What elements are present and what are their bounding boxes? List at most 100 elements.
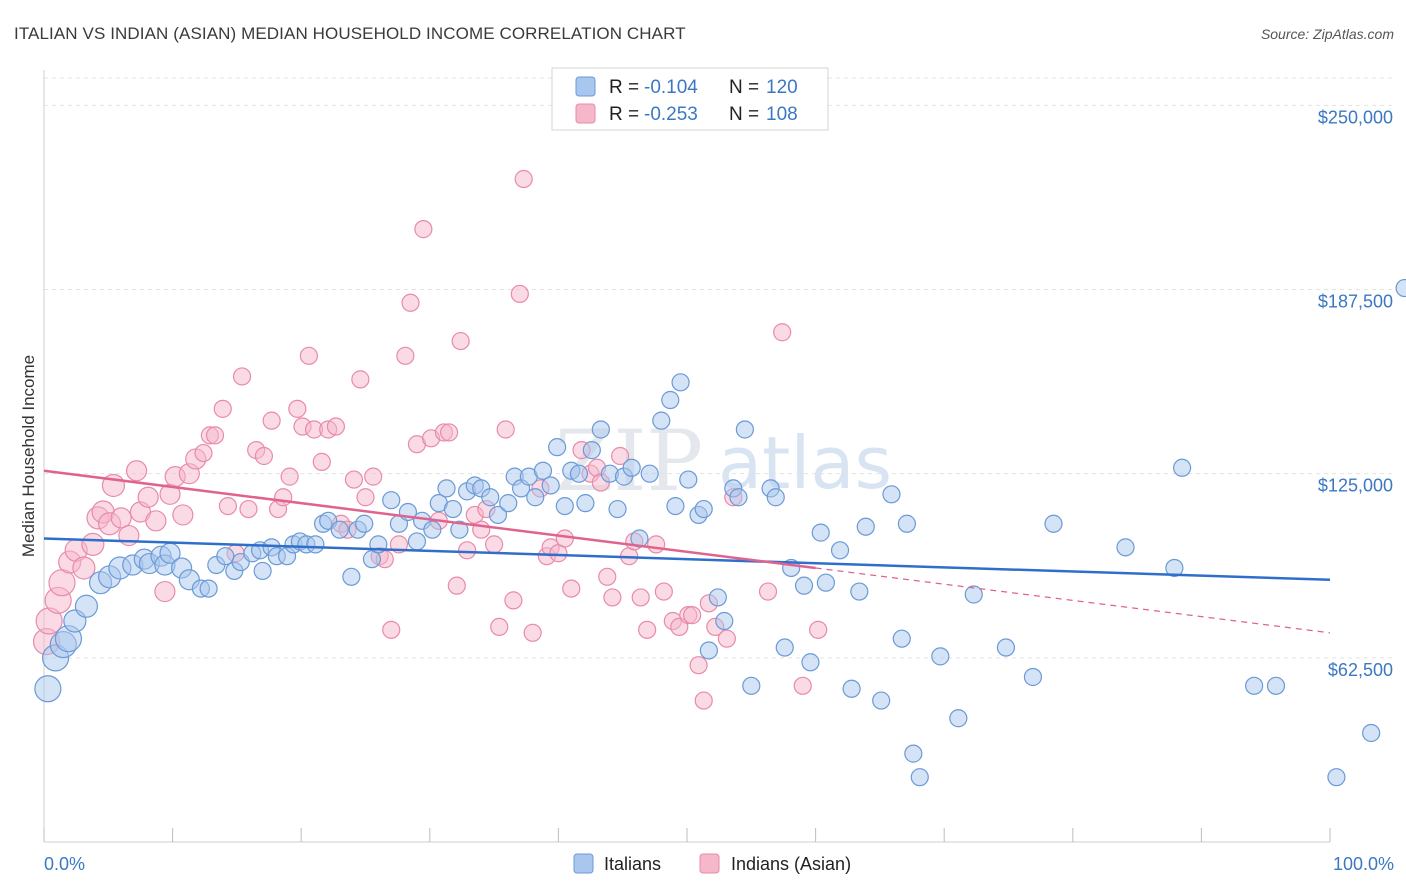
italians-point bbox=[775, 638, 794, 657]
italians-point bbox=[569, 464, 589, 483]
italians-point bbox=[437, 479, 456, 498]
italians-point bbox=[931, 647, 950, 666]
trendlines bbox=[43, 469, 1331, 634]
legend-swatch-italians bbox=[575, 76, 596, 97]
indians-point bbox=[280, 467, 299, 486]
italians-point bbox=[671, 373, 690, 392]
bottom-legend-swatch-indians bbox=[699, 853, 720, 874]
italians-point bbox=[811, 523, 830, 542]
italians-point bbox=[816, 573, 835, 592]
y-tick-label: $125,000 bbox=[1318, 476, 1393, 496]
indians-point bbox=[299, 346, 319, 365]
italians-point bbox=[872, 691, 891, 710]
legend-r-value-italians: -0.104 bbox=[644, 77, 698, 98]
legend: R = -0.104 N = 120 R = -0.253 N = 108 bbox=[551, 67, 829, 131]
italians-point bbox=[794, 576, 814, 595]
indians-point bbox=[110, 507, 132, 529]
indians-point bbox=[172, 504, 194, 526]
indians-point bbox=[218, 496, 237, 516]
indians-point bbox=[793, 676, 812, 695]
italians-point bbox=[608, 499, 627, 519]
italians-point bbox=[216, 547, 235, 566]
chart-source: Source: ZipAtlas.com bbox=[1261, 26, 1394, 42]
italians-point bbox=[423, 520, 442, 539]
indians-point bbox=[262, 411, 281, 430]
italians-point bbox=[591, 420, 610, 439]
legend-r-label-indians: R = bbox=[609, 104, 639, 125]
indians-point bbox=[48, 569, 76, 597]
italians-point bbox=[443, 499, 463, 519]
italians-point bbox=[661, 390, 680, 410]
legend-n-value-indians: 108 bbox=[766, 104, 798, 125]
y-tick-label: $250,000 bbox=[1318, 107, 1393, 127]
indians-point bbox=[254, 446, 274, 466]
chart-title: ITALIAN VS INDIAN (ASIAN) MEDIAN HOUSEHO… bbox=[14, 24, 686, 43]
italians-point bbox=[640, 464, 659, 483]
italians-point bbox=[666, 496, 685, 516]
italians-point bbox=[694, 499, 713, 519]
italians-point bbox=[892, 629, 911, 648]
indians-point bbox=[694, 691, 713, 710]
indians-point bbox=[414, 220, 433, 239]
indians-point bbox=[631, 588, 650, 607]
indians-point bbox=[485, 535, 504, 554]
indians-point bbox=[439, 423, 459, 442]
italians-point bbox=[622, 458, 641, 477]
indians-point bbox=[809, 620, 828, 639]
italians-point bbox=[253, 561, 272, 581]
x-ticks bbox=[43, 828, 1331, 842]
indians-point bbox=[194, 443, 213, 463]
italians-point bbox=[1023, 667, 1043, 687]
italians-point bbox=[910, 768, 929, 787]
indians-point bbox=[137, 486, 159, 508]
indians-point bbox=[312, 452, 331, 471]
italians-point bbox=[1116, 538, 1135, 557]
italians-point bbox=[576, 494, 595, 513]
indians-point bbox=[654, 582, 673, 601]
italians-point bbox=[499, 494, 518, 513]
indians-point bbox=[457, 541, 477, 560]
indians-point bbox=[364, 467, 383, 486]
italians-point bbox=[856, 517, 875, 536]
italians-point bbox=[1362, 723, 1381, 743]
italians-point bbox=[830, 541, 850, 560]
indians-point bbox=[683, 606, 702, 625]
italians-point bbox=[679, 470, 698, 489]
indians-point bbox=[447, 576, 466, 595]
legend-r-label-italians: R = bbox=[609, 77, 639, 98]
italians-point bbox=[342, 567, 361, 586]
legend-r-value-indians: -0.253 bbox=[644, 104, 698, 125]
italians-point bbox=[842, 679, 861, 698]
series-italians-points bbox=[34, 278, 1406, 787]
indians-point bbox=[274, 488, 293, 507]
indians-point bbox=[205, 426, 225, 445]
x-tick-label-max: 100.0% bbox=[1333, 854, 1394, 874]
indians-point bbox=[326, 417, 346, 436]
italians-point bbox=[34, 675, 62, 703]
indians-point bbox=[351, 370, 370, 389]
italians-point bbox=[1327, 768, 1346, 787]
italians-point bbox=[1245, 676, 1264, 695]
italians-point bbox=[450, 520, 469, 539]
italians-point bbox=[766, 488, 785, 507]
italians-point bbox=[548, 438, 567, 457]
indians-point bbox=[232, 367, 252, 386]
y-tick-label: $187,500 bbox=[1318, 292, 1393, 312]
indians-point bbox=[401, 293, 420, 312]
italians-point bbox=[850, 582, 869, 601]
italians-trendline bbox=[43, 537, 1331, 582]
indians-point bbox=[555, 529, 574, 548]
italians-point bbox=[533, 461, 553, 480]
indians-point bbox=[514, 169, 533, 189]
legend-box bbox=[551, 67, 829, 131]
indians-point bbox=[510, 284, 529, 304]
indians-point bbox=[496, 420, 515, 439]
indians-point bbox=[523, 623, 542, 642]
italians-point bbox=[801, 653, 820, 672]
indians-point bbox=[638, 620, 657, 639]
indians-point bbox=[239, 499, 258, 519]
italians-point bbox=[904, 744, 923, 763]
indians-point bbox=[154, 580, 176, 603]
indians-point bbox=[125, 460, 148, 482]
